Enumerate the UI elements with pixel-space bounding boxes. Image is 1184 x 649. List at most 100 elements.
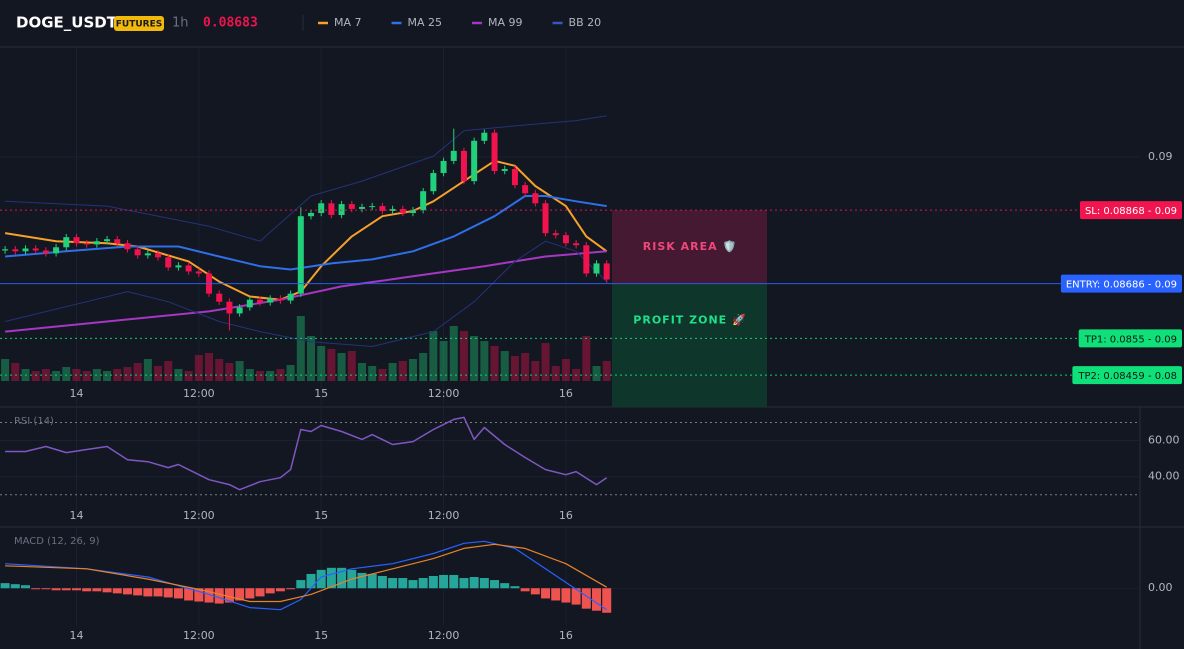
y-tick-label: 0.09 [1148,150,1173,163]
histogram-bar [592,588,602,611]
histogram-bar [31,588,41,590]
candle-body [318,203,325,213]
legend-label: MA 25 [408,16,443,29]
histogram-bar [204,588,214,603]
candle-body [348,204,355,209]
volume-bar [62,367,71,381]
x-tick-label: 15 [314,387,328,400]
histogram-bar [418,578,428,589]
volume-bar [235,361,244,381]
candle-body [358,206,365,209]
volume-bar [317,346,326,381]
candle-body [226,301,233,314]
volume-bar [103,371,112,381]
volume-bar [551,366,560,381]
volume-bar [133,363,142,381]
volume-bar [368,366,377,381]
volume-bar [286,365,295,381]
volume-bar [490,346,499,381]
candle-body [144,253,151,256]
candle-body [22,248,29,252]
candle-body [409,210,416,213]
volume-bar [31,371,40,381]
x-tick-label: 14 [69,387,83,400]
candle-body [460,150,467,182]
candle-body [73,237,80,244]
candle-body [552,233,559,236]
zone-label: PROFIT ZONE 🚀 [633,314,746,327]
volume-bar [531,361,540,381]
volume-bar [225,363,234,381]
histogram-bar [112,588,122,594]
candle-body [389,208,396,211]
candle-body [501,169,508,172]
volume-bar [521,353,530,381]
x-tick-label: 12:00 [428,387,460,400]
histogram-bar [133,588,143,596]
candle-body [308,212,315,217]
histogram-bar [275,588,285,592]
last-price: 0.08683 [203,16,258,31]
volume-bar [419,353,428,381]
candle-body [338,204,345,215]
interval: 1h [172,16,189,31]
y-tick-label: 40.00 [1148,470,1180,483]
histogram-bar [459,578,469,589]
symbol: DOGE_USDT [16,14,118,32]
volume-bar [347,351,356,381]
candle-body [532,193,539,204]
volume-bar [174,369,183,381]
volume-bar [113,369,122,381]
histogram-bar [439,574,449,589]
volume-bar [164,361,173,381]
volume-bar [266,371,275,381]
candle-body [165,257,172,268]
histogram-bar [194,588,204,602]
histogram-bar [286,588,296,590]
histogram-bar [408,580,418,589]
panel: 14 12:00 15 12:00 16 0.09 RISK AREA 🛡️ PROFIT Z… [0,48,1182,407]
price-line-label: TP1: 0.0855 - 0.09 [1084,334,1177,345]
histogram-bar [530,588,540,595]
candle-body [246,299,253,308]
price-line-label: SL: 0.08868 - 0.09 [1085,206,1177,217]
candle-body [155,253,162,258]
volume-bar [510,356,519,381]
volume-bar [337,353,346,381]
histogram-bar [61,588,71,591]
zone [612,210,767,284]
legend-label: BB 20 [569,16,602,29]
price-line-tag [1079,201,1182,220]
histogram-bar [306,573,316,589]
candle-body [124,243,131,250]
candle-body [583,245,590,274]
candle-body [185,265,192,272]
candle-body [195,271,202,274]
moving-average [4,159,608,301]
price-line-tag [1060,274,1182,293]
volume-bar [357,363,366,381]
candle-body [369,206,376,208]
candle-body [257,299,264,303]
histogram-bar [143,588,153,597]
histogram-bar [428,575,438,589]
x-tick-label: 12:00 [183,387,215,400]
price-line-label: ENTRY: 0.08686 - 0.09 [1066,280,1177,291]
candle-body [573,243,580,246]
candle-body [134,249,141,256]
volume-bar [592,366,601,381]
candle-body [42,250,49,254]
y-tick-label: 60.00 [1148,434,1180,447]
panel: 14 12:00 15 12:00 16 0.00 MACD (12, 26, 9) [0,528,1173,642]
candle-body [379,206,386,211]
candle-body [63,237,70,248]
volume-bar [561,359,570,381]
volume-bar [123,367,132,381]
x-tick-label: 14 [69,629,83,642]
candle-body [287,293,294,301]
candle-body [420,191,427,211]
histogram-bar [398,578,408,589]
histogram-bar [561,588,571,603]
volume-bar [11,363,20,381]
